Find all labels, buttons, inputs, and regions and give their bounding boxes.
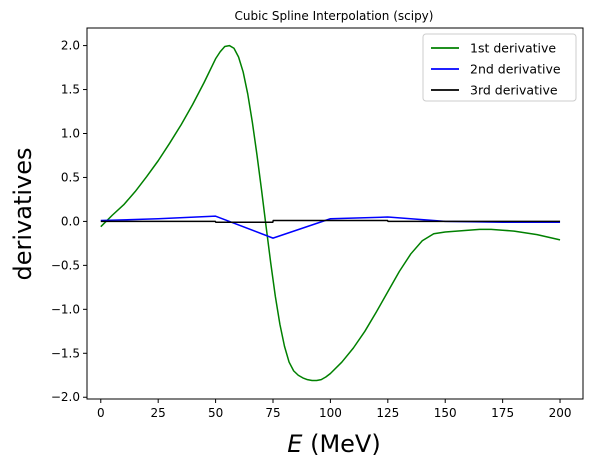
y-axis-ticks: 2.0 1.5 1.0 0.5 0.0 −0.5 −1.0 −1.5 −2.0 — [51, 39, 87, 404]
y-tick-label: 0.5 — [61, 170, 80, 184]
series-layer — [100, 44, 561, 382]
x-tick-label: 75 — [265, 406, 280, 420]
x-axis-ticks: 0 25 50 75 100 125 150 175 200 — [97, 399, 572, 420]
y-tick-label: −0.5 — [51, 258, 80, 272]
y-tick-label: −1.0 — [51, 302, 80, 316]
legend-label-3: 3rd derivative — [470, 83, 558, 98]
legend-label-2: 2nd derivative — [470, 62, 561, 77]
series-line-1 — [100, 44, 561, 382]
x-axis-label: E (MeV) — [287, 430, 380, 458]
legend-box — [422, 33, 577, 102]
x-tick-label: 0 — [97, 406, 105, 420]
series-line-3 — [100, 219, 561, 224]
plot-frame — [86, 27, 584, 400]
x-tick-label: 100 — [319, 406, 342, 420]
chart-title: Cubic Spline Interpolation (scipy) — [235, 9, 434, 23]
x-tick-label: 50 — [208, 406, 223, 420]
y-axis-label: derivatives — [9, 148, 37, 281]
x-axis-label-symbol: E — [287, 430, 303, 458]
legend: 1st derivative 2nd derivative 3rd derivati… — [422, 33, 577, 102]
x-tick-label: 200 — [549, 406, 572, 420]
y-tick-label: 1.5 — [61, 83, 80, 97]
y-tick-label: 0.0 — [61, 214, 80, 228]
x-tick-label: 175 — [491, 406, 514, 420]
y-tick-label: 2.0 — [61, 39, 80, 53]
x-tick-label: 25 — [151, 406, 166, 420]
legend-label-1: 1st derivative — [470, 41, 556, 56]
y-tick-label: 1.0 — [61, 126, 80, 140]
x-axis-label-unit: (MeV) — [302, 430, 380, 458]
y-tick-label: −2.0 — [51, 390, 80, 404]
y-tick-label: −1.5 — [51, 346, 80, 360]
x-tick-label: 150 — [434, 406, 457, 420]
x-tick-label: 125 — [376, 406, 399, 420]
